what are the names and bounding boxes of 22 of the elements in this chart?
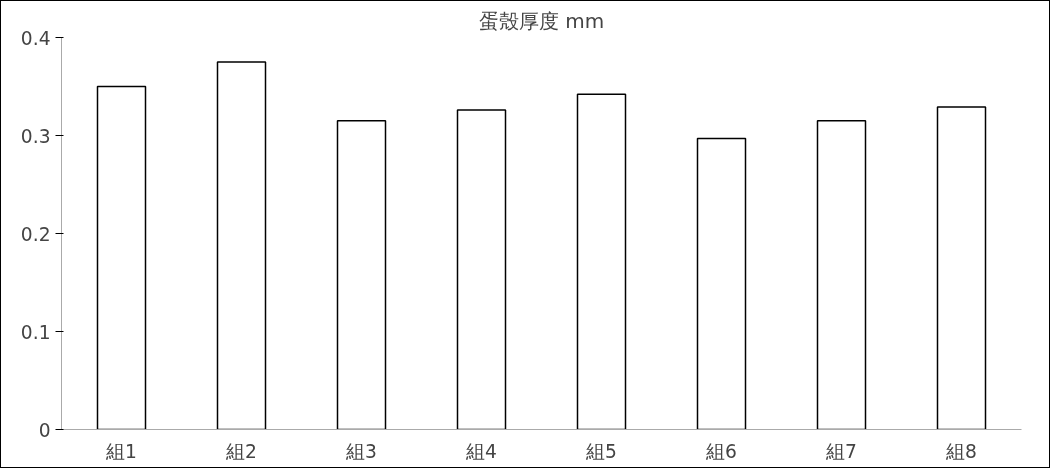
- bar: [96, 85, 147, 430]
- x-tick-label: 組8: [945, 440, 977, 462]
- bar: [696, 137, 747, 430]
- x-tick-label: 組7: [825, 440, 857, 462]
- y-tick-label: 0.2: [20, 223, 51, 245]
- bar: [456, 109, 507, 430]
- x-tick-label: 組6: [705, 440, 737, 462]
- x-tick-label: 組5: [585, 440, 617, 462]
- chart-title: 蛋殼厚度 mm: [478, 8, 605, 33]
- y-tick-label: 0: [38, 419, 51, 441]
- y-tick-label: 0.3: [20, 125, 51, 147]
- x-tick-label: 組4: [465, 440, 497, 462]
- bar: [216, 61, 267, 430]
- bar: [816, 120, 867, 430]
- x-tick-label: 組2: [225, 440, 257, 462]
- y-tick-label: 0.1: [20, 321, 51, 343]
- bar: [336, 120, 387, 430]
- x-tick-label: 組3: [345, 440, 377, 462]
- x-tick-label: 組1: [105, 440, 137, 462]
- bar: [936, 106, 987, 430]
- bar: [576, 93, 627, 430]
- y-tick-label: 0.4: [20, 27, 51, 49]
